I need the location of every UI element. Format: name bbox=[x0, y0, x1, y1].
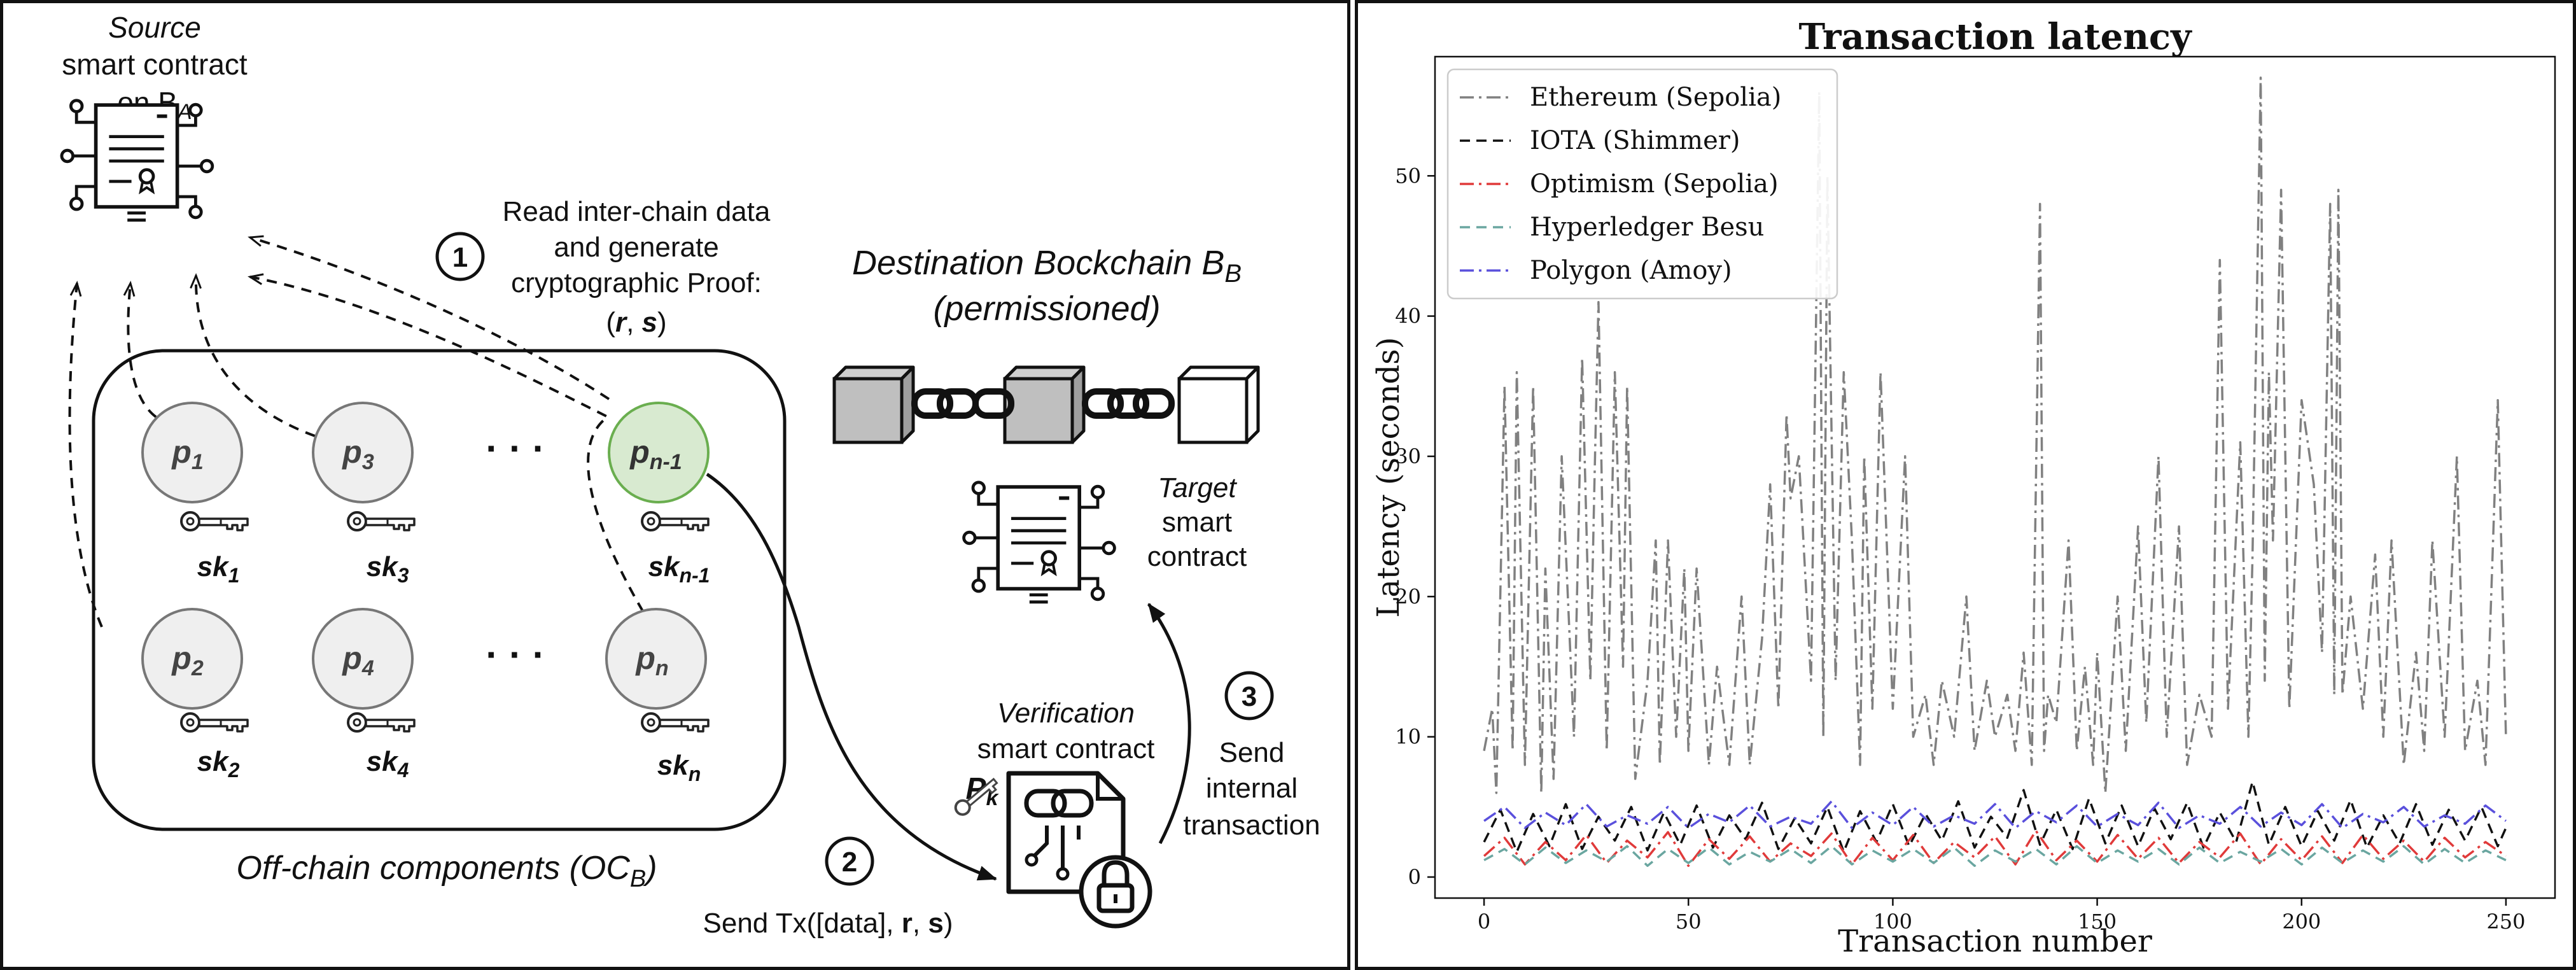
architecture-diagram: Source smart contract on BA 1 Read inter… bbox=[3, 11, 1320, 939]
x-tick-label: 200 bbox=[2282, 910, 2321, 934]
source-label-line2: smart contract bbox=[62, 48, 248, 81]
key-icon-sk2 bbox=[180, 712, 249, 733]
key-label-sk1: sk1 bbox=[197, 551, 240, 587]
step1-line1: Read inter-chain data bbox=[503, 196, 771, 227]
chart-title: Transaction latency bbox=[1798, 16, 2192, 58]
offchain-label: Off-chain components (OCB) bbox=[236, 850, 657, 892]
node-pn bbox=[605, 608, 707, 710]
node-pn1-label: pn-1 bbox=[629, 434, 682, 474]
y-axis-ticks: 0 10 20 30 40 50 bbox=[1395, 164, 1435, 889]
node-p2 bbox=[141, 608, 243, 710]
series-line-4 bbox=[1483, 800, 2507, 829]
y-tick-label: 50 bbox=[1395, 164, 1421, 188]
node-p4 bbox=[312, 608, 414, 710]
key-icon-sk3 bbox=[347, 511, 416, 531]
step3-line2: internal bbox=[1206, 773, 1298, 804]
step1-proof: (r, s) bbox=[606, 307, 666, 338]
arrow-pn-to-source bbox=[248, 273, 654, 628]
step1-line2: and generate bbox=[554, 232, 718, 263]
offchain-box bbox=[92, 349, 787, 831]
key-icon-skn bbox=[641, 712, 710, 733]
x-tick-label: 100 bbox=[1873, 910, 1912, 934]
legend-label-4: Polygon (Amoy) bbox=[1530, 256, 1732, 285]
arrow-verification-to-target bbox=[1147, 603, 1191, 845]
x-tick-label: 150 bbox=[2078, 910, 2117, 934]
legend-label-1: IOTA (Shimmer) bbox=[1530, 126, 1740, 155]
x-tick-label: 50 bbox=[1676, 910, 1702, 934]
key-icon-skn1 bbox=[641, 511, 710, 531]
key-label-sk2: sk2 bbox=[197, 746, 240, 782]
target-label-line2: smart bbox=[1162, 507, 1232, 538]
node-p1-label: p1 bbox=[171, 434, 203, 474]
step1-line3: cryptographic Proof: bbox=[511, 267, 762, 299]
y-tick-label: 10 bbox=[1395, 725, 1421, 749]
y-tick-label: 40 bbox=[1395, 304, 1421, 328]
key-label-sk4: sk4 bbox=[367, 746, 409, 782]
key-icon-sk1 bbox=[180, 511, 249, 531]
series-line-2 bbox=[1483, 829, 2507, 868]
key-icon-sk4 bbox=[347, 712, 416, 733]
plot-lines bbox=[1483, 76, 2507, 868]
arrow-p1-to-source bbox=[123, 280, 157, 418]
step1-number: 1 bbox=[452, 242, 468, 273]
legend-label-2: Optimism (Sepolia) bbox=[1530, 169, 1779, 199]
destination-label-line1: Destination Bockchain BB bbox=[852, 244, 1242, 288]
blockchain-icon bbox=[832, 365, 1260, 444]
latency-chart: Transaction latency 0 50 100 150 200 250 0 10 2… bbox=[1371, 16, 2556, 959]
source-label-line1: Source bbox=[108, 11, 201, 44]
target-label-line1: Target bbox=[1158, 472, 1237, 503]
x-axis-label: Transaction number bbox=[1838, 924, 2152, 959]
legend-label-3: Hyperledger Besu bbox=[1530, 213, 1764, 242]
plot-frame bbox=[1434, 55, 2556, 899]
node-p2-label: p2 bbox=[171, 640, 204, 680]
target-label-line3: contract bbox=[1147, 541, 1247, 572]
step2-circle bbox=[825, 836, 874, 886]
key-label-sk3: sk3 bbox=[367, 551, 409, 587]
node-p4-label: p4 bbox=[341, 640, 374, 680]
series-line-1 bbox=[1483, 780, 2507, 854]
step3-line3: transaction bbox=[1183, 810, 1320, 841]
verification-label-line1: Verification bbox=[997, 698, 1135, 729]
node-pn-label: pn bbox=[634, 640, 668, 680]
verification-contract-icon bbox=[1006, 771, 1152, 929]
arrow-p2-to-source bbox=[68, 280, 103, 628]
key-label-skn: skn bbox=[657, 750, 701, 785]
legend-box bbox=[1446, 68, 1838, 300]
legend-label-0: Ethereum (Sepolia) bbox=[1530, 83, 1781, 112]
y-tick-label: 20 bbox=[1395, 584, 1421, 608]
arrow-pn1-to-source bbox=[248, 235, 610, 400]
x-tick-label: 250 bbox=[2486, 910, 2525, 934]
series-line-3 bbox=[1483, 845, 2507, 868]
node-pn1 bbox=[608, 402, 710, 503]
node-p3-label: p3 bbox=[341, 434, 374, 474]
arrow-pn1-to-verification bbox=[706, 472, 997, 881]
y-axis-label: Latency (seconds) bbox=[1371, 337, 1406, 618]
node-p1 bbox=[141, 402, 243, 503]
step1-circle bbox=[435, 232, 485, 281]
pk-key-icon bbox=[954, 777, 998, 816]
y-tick-label: 30 bbox=[1395, 444, 1421, 468]
ellipsis-top: · · · bbox=[486, 427, 545, 470]
ellipsis-bottom: · · · bbox=[486, 633, 545, 676]
y-tick-label: 0 bbox=[1408, 865, 1421, 889]
step2-number: 2 bbox=[842, 847, 857, 878]
key-label-skn1: skn-1 bbox=[648, 551, 710, 587]
destination-label-line2: (permissioned) bbox=[933, 290, 1160, 328]
latency-chart-panel: Transaction latency 0 50 100 150 200 250 0 10 2… bbox=[1355, 0, 2576, 970]
x-axis-ticks: 0 50 100 150 200 250 bbox=[1478, 898, 2525, 934]
step3-circle bbox=[1224, 671, 1274, 720]
chart-legend: Ethereum (Sepolia) IOTA (Shimmer) Optimism… bbox=[1446, 68, 1838, 300]
architecture-diagram-panel: Source smart contract on BA 1 Read inter… bbox=[0, 0, 1350, 970]
arrow-p3-to-source bbox=[190, 272, 316, 437]
target-contract-icon bbox=[964, 482, 1115, 602]
step3-number: 3 bbox=[1242, 681, 1257, 712]
node-p3 bbox=[312, 402, 414, 503]
x-tick-label: 0 bbox=[1478, 910, 1490, 934]
step3-line1: Send bbox=[1219, 737, 1285, 768]
verification-label-line2: smart contract bbox=[977, 733, 1155, 764]
step2-label: Send Tx([data], r, s) bbox=[703, 908, 953, 939]
